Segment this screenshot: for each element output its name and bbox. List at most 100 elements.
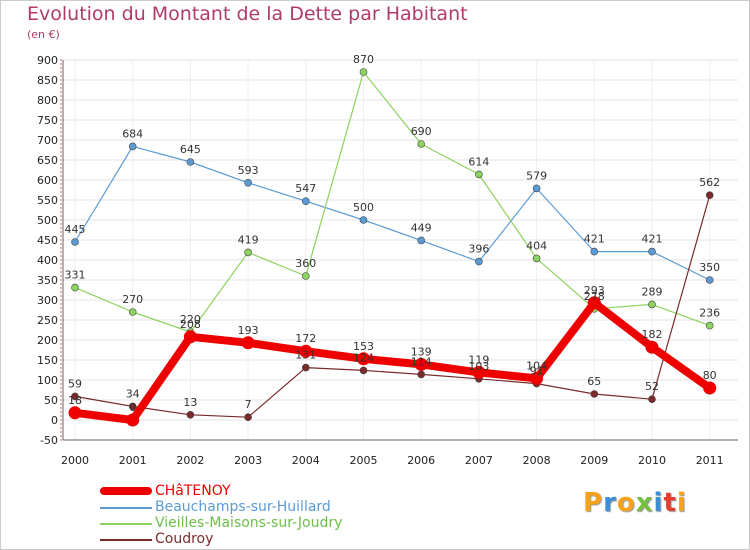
brand-letter: P xyxy=(583,488,604,518)
y-tick-label: 550 xyxy=(37,194,58,207)
data-label: 34 xyxy=(126,387,140,400)
x-tick-label: 2002 xyxy=(176,454,204,467)
data-label: 870 xyxy=(353,53,374,66)
x-tick-label: 2004 xyxy=(292,454,320,467)
data-point xyxy=(244,179,252,187)
data-label: 13 xyxy=(183,396,197,409)
line-chart: -50 0 50 100 150 200 250 300 350 400 450 500 550 600 6… xyxy=(37,53,738,467)
data-point xyxy=(414,357,428,371)
chart-title: Evolution du Montant de la Dette par Hab… xyxy=(27,3,468,25)
y-tick-label: 200 xyxy=(37,334,58,347)
brand-letter: r xyxy=(603,488,617,518)
data-label: 139 xyxy=(411,345,432,358)
data-label: 80 xyxy=(703,369,717,382)
data-point xyxy=(472,365,486,379)
data-label: 331 xyxy=(65,269,86,282)
data-label: 593 xyxy=(238,164,259,177)
data-point xyxy=(299,344,313,358)
data-label: 449 xyxy=(411,221,432,234)
data-point xyxy=(590,390,599,398)
data-label: 220 xyxy=(180,313,201,326)
x-tick-label: 2008 xyxy=(523,454,551,467)
y-tick-label: 700 xyxy=(37,134,58,147)
x-tick-label: 2005 xyxy=(350,454,378,467)
data-point xyxy=(703,381,717,395)
data-label: 104 xyxy=(526,359,547,372)
x-tick-label: 2000 xyxy=(61,454,89,467)
data-point xyxy=(244,413,252,422)
y-tick-label: 600 xyxy=(37,174,58,187)
data-point xyxy=(71,283,79,292)
legend-swatch xyxy=(100,507,152,509)
data-label: 182 xyxy=(642,328,663,341)
legend-item: Coudroy xyxy=(100,531,420,547)
y-tick-label: 400 xyxy=(37,254,58,267)
data-point xyxy=(587,296,601,310)
data-label: 7 xyxy=(245,398,252,411)
x-tick-label: 2007 xyxy=(465,454,493,467)
chart-legend: CHâTENOY Beauchamps-sur-Huillard Vieilles-… xyxy=(100,483,420,547)
y-tick-label: 800 xyxy=(37,94,58,107)
data-point xyxy=(244,248,252,257)
data-point xyxy=(359,366,368,375)
data-label: 421 xyxy=(584,233,605,246)
data-point xyxy=(301,363,310,372)
data-label: 172 xyxy=(295,332,316,345)
data-label: 193 xyxy=(238,324,259,337)
y-tick-label: 500 xyxy=(37,214,58,227)
y-tick-label: 350 xyxy=(37,274,58,287)
plot-area xyxy=(63,60,738,440)
series-line-3 xyxy=(71,298,714,424)
data-point xyxy=(301,197,310,205)
brand-logo: Proxiti xyxy=(583,488,687,518)
legend-label: Beauchamps-sur-Huillard xyxy=(155,499,331,515)
y-tick-label: 250 xyxy=(37,314,58,327)
y-tick-label: 450 xyxy=(37,234,58,247)
data-point xyxy=(417,236,426,245)
data-point xyxy=(645,340,659,354)
chart-subtitle: (en €) xyxy=(27,28,60,41)
x-tick-label: 2010 xyxy=(638,454,666,467)
data-label: 208 xyxy=(180,318,201,331)
data-label: 270 xyxy=(122,293,143,306)
data-label: 360 xyxy=(295,257,316,270)
y-tick-label: 650 xyxy=(37,154,58,167)
data-label: 562 xyxy=(699,176,720,189)
data-label: 278 xyxy=(584,290,605,303)
data-point xyxy=(71,392,79,401)
data-point xyxy=(530,371,544,385)
y-tick-label: 750 xyxy=(37,114,58,127)
data-point xyxy=(241,336,255,350)
legend-item: Vieilles-Maisons-sur-Joudry xyxy=(100,515,420,531)
data-label: 18 xyxy=(68,394,82,407)
legend-label: Vieilles-Maisons-sur-Joudry xyxy=(155,515,343,531)
data-point xyxy=(417,140,426,148)
legend-item: CHâTENOY xyxy=(100,483,420,499)
series-line-0 xyxy=(74,145,711,281)
data-label: 579 xyxy=(526,169,547,182)
y-tick-label: 900 xyxy=(37,54,58,67)
y-tick-label: 0 xyxy=(51,414,58,427)
data-point xyxy=(532,184,541,193)
legend-label: CHâTENOY xyxy=(155,483,231,499)
data-point xyxy=(648,300,656,309)
x-tick-label: 2003 xyxy=(234,454,262,467)
data-point xyxy=(301,272,310,280)
x-tick-label: 2011 xyxy=(696,454,724,467)
data-label: 119 xyxy=(468,353,489,366)
data-label: 124 xyxy=(353,351,374,364)
data-point xyxy=(128,402,137,411)
data-label: 131 xyxy=(295,349,316,362)
data-point xyxy=(359,68,368,76)
data-point xyxy=(68,406,82,420)
x-tick-label: 2006 xyxy=(407,454,435,467)
data-label: 396 xyxy=(468,243,489,256)
data-label: 404 xyxy=(526,239,547,252)
data-label: 500 xyxy=(353,201,374,214)
data-point xyxy=(126,413,140,427)
data-label: 236 xyxy=(699,307,720,320)
data-label: 350 xyxy=(699,261,720,274)
legend-label: Coudroy xyxy=(155,531,214,547)
data-point xyxy=(648,247,656,256)
data-point xyxy=(475,257,483,266)
